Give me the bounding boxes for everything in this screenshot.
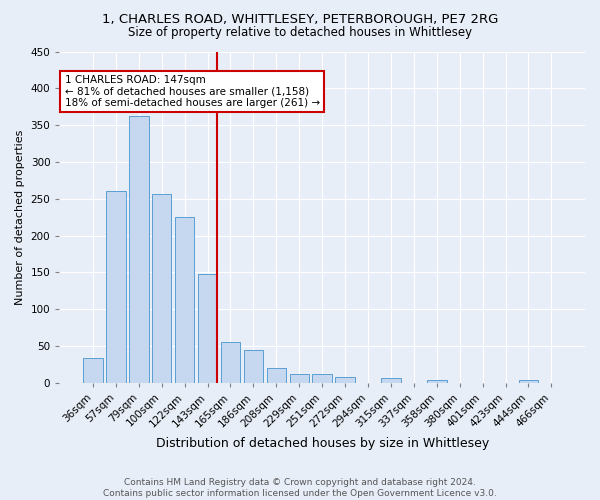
Bar — [244, 350, 263, 383]
Bar — [152, 194, 172, 383]
X-axis label: Distribution of detached houses by size in Whittlesey: Distribution of detached houses by size … — [155, 437, 489, 450]
Bar — [313, 374, 332, 383]
Bar — [198, 274, 217, 383]
Bar — [290, 374, 309, 383]
Bar — [381, 378, 401, 383]
Bar — [221, 342, 240, 383]
Bar — [106, 192, 125, 383]
Bar — [335, 377, 355, 383]
Bar — [427, 380, 446, 383]
Bar — [266, 368, 286, 383]
Bar — [129, 116, 149, 383]
Y-axis label: Number of detached properties: Number of detached properties — [15, 130, 25, 305]
Bar — [83, 358, 103, 383]
Text: 1, CHARLES ROAD, WHITTLESEY, PETERBOROUGH, PE7 2RG: 1, CHARLES ROAD, WHITTLESEY, PETERBOROUG… — [102, 12, 498, 26]
Text: Size of property relative to detached houses in Whittlesey: Size of property relative to detached ho… — [128, 26, 472, 39]
Bar — [519, 380, 538, 383]
Text: 1 CHARLES ROAD: 147sqm
← 81% of detached houses are smaller (1,158)
18% of semi-: 1 CHARLES ROAD: 147sqm ← 81% of detached… — [65, 74, 320, 108]
Bar — [175, 217, 194, 383]
Text: Contains HM Land Registry data © Crown copyright and database right 2024.
Contai: Contains HM Land Registry data © Crown c… — [103, 478, 497, 498]
